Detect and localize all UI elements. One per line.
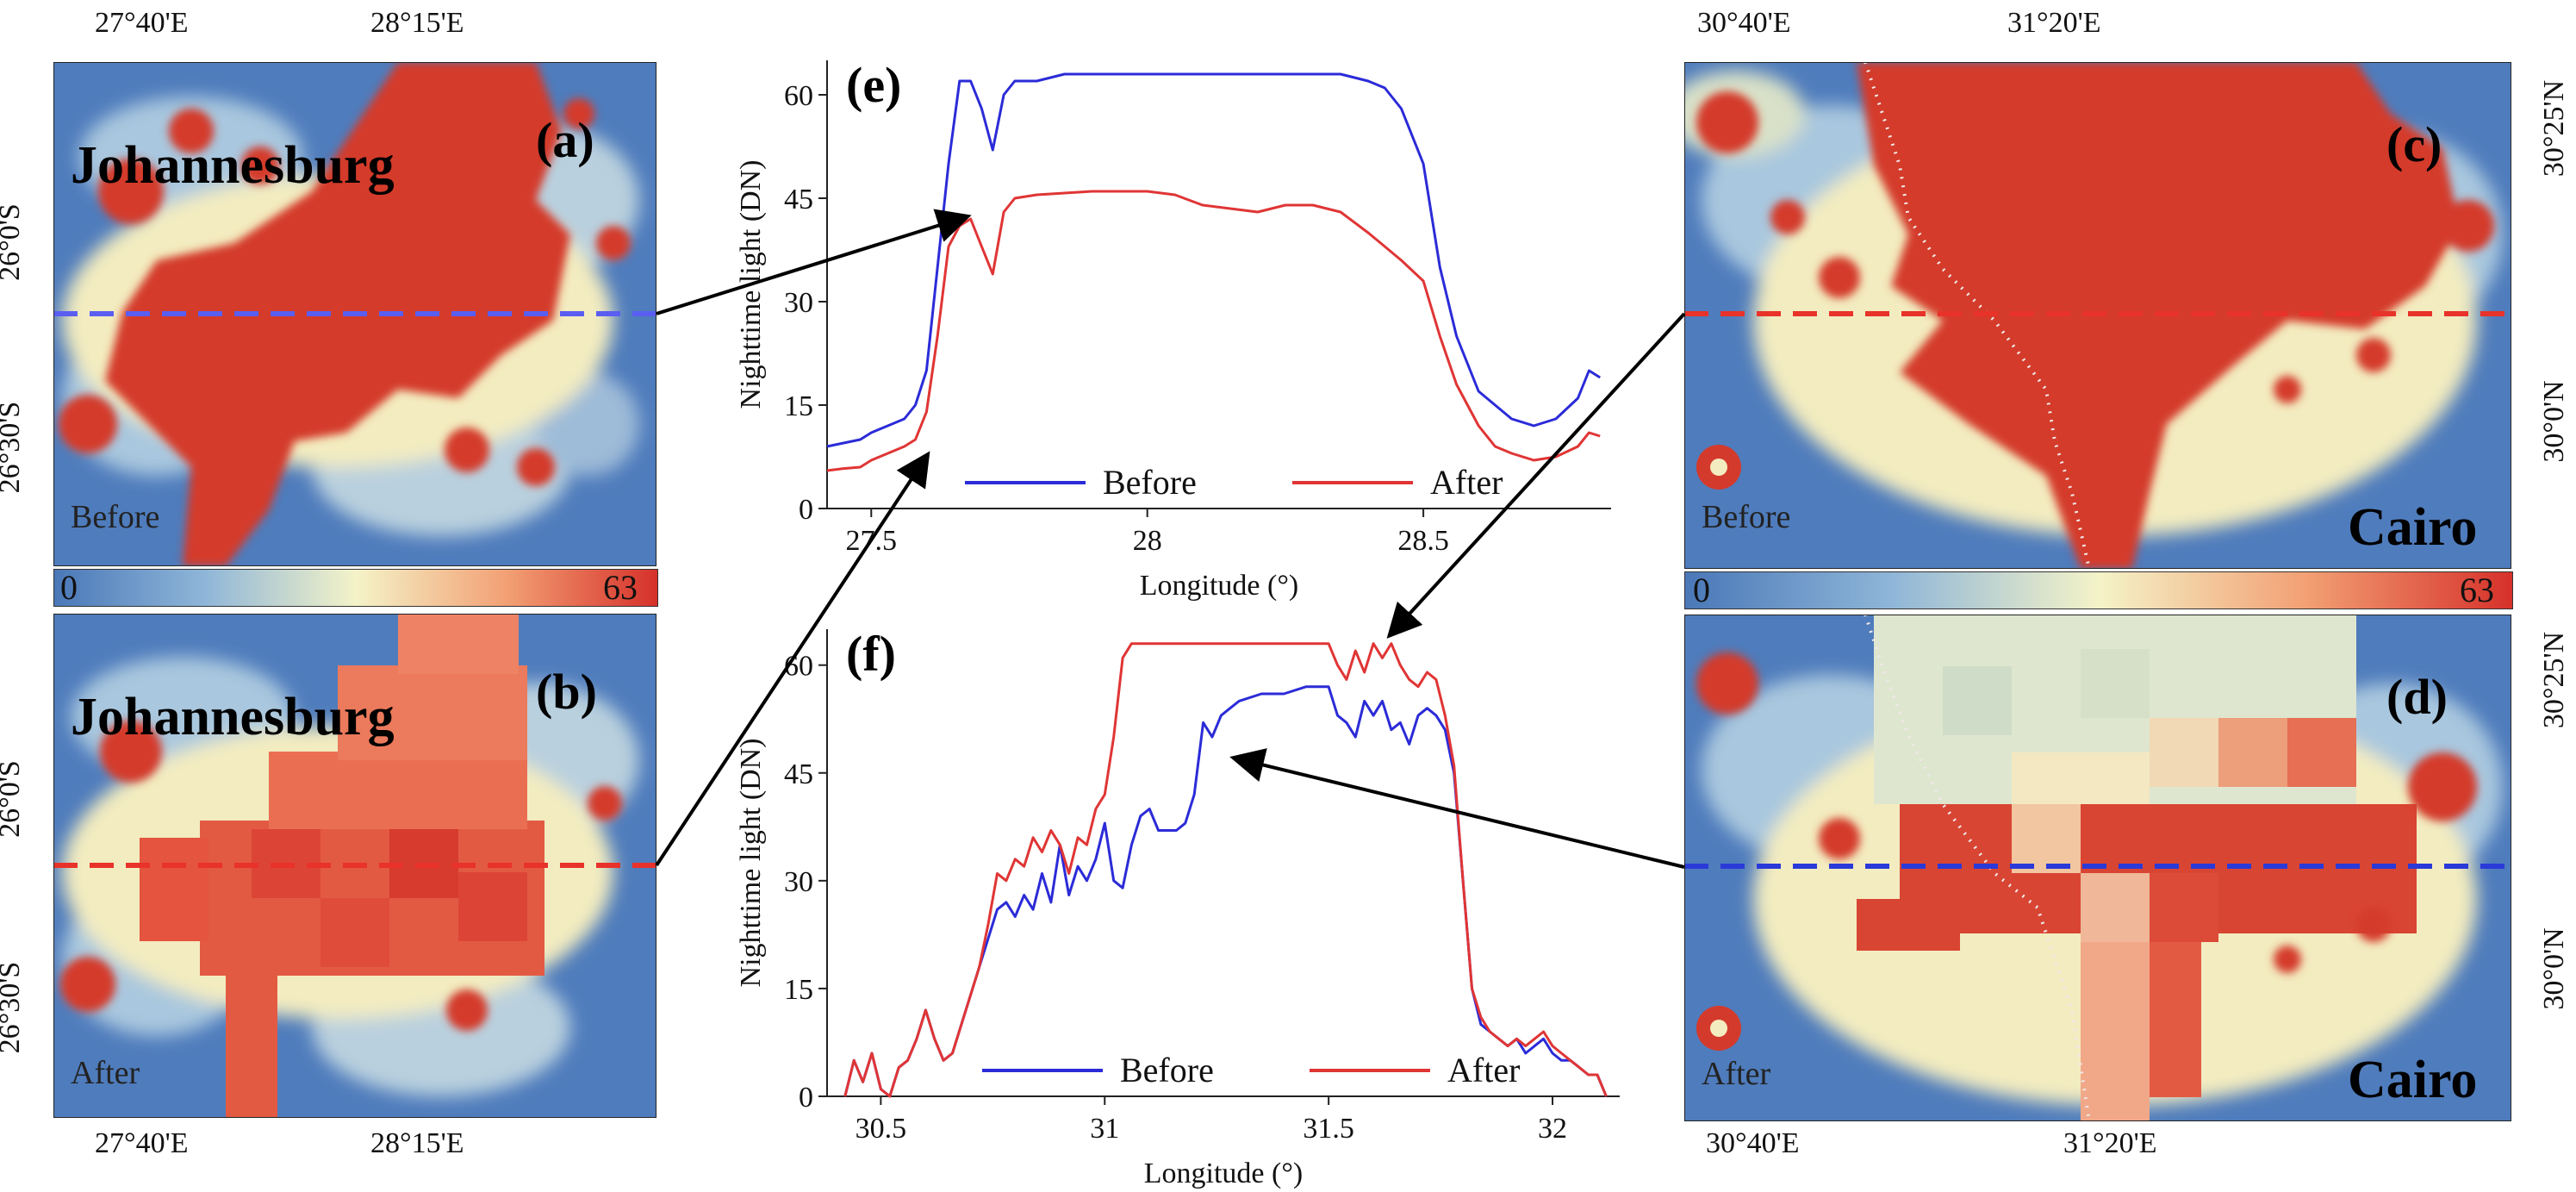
map-b-city: Johannesburg [71,688,395,746]
map-d-right-tick-2: 30°0'N [2538,927,2570,1010]
map-a-state: Before [71,499,159,535]
map-d-bottom-tick-2: 31°20'E [2063,1127,2157,1159]
legend-label-after: After [1447,1051,1520,1089]
map-a-top-tick-1: 27°40'E [95,7,189,39]
map-d-bottom-tick-1: 30°40'E [1706,1127,1800,1159]
y-tick-label: 60 [784,651,813,683]
legend-label-before: Before [1120,1051,1214,1089]
x-tick-label: 32 [1538,1113,1567,1145]
map-c-right-tick-1: 30°25'N [2538,79,2570,178]
colorbar-right-min: 0 [1693,571,1710,609]
x-axis-label: Longitude (°) [1144,1158,1304,1189]
colorbar-left-max: 63 [603,568,638,607]
map-b-label: (b) [536,664,597,720]
y-axis-label: Nighttime light (DN) [735,739,767,988]
map-d: (d) Cairo After [1684,615,2511,1121]
colorbar-right [1684,571,2513,609]
map-a-top-tick-2: 28°15'E [370,7,464,39]
colorbar-left [53,569,658,607]
map-c-top-tick-1: 30°40'E [1697,7,1791,39]
map-b-bottom-tick-2: 28°15'E [370,1127,464,1159]
map-d-state: After [1702,1056,1771,1092]
y-tick-label: 45 [784,184,813,215]
map-b-left-tick-2: 26°30'S [0,961,26,1054]
map-c: (c) Cairo Before [1684,62,2511,569]
chart-e: 0 15 30 45 60 27.5 28 28.5 Before After (e) Longitu… [735,57,1611,602]
x-tick-label: 27.5 [846,525,898,557]
map-b-bottom-tick-1: 27°40'E [95,1127,189,1159]
map-c-label: (c) [2386,116,2442,172]
colorbar-left-min: 0 [60,568,78,607]
y-tick-label: 0 [799,494,813,526]
x-tick-label: 28.5 [1397,525,1449,557]
map-a-left-tick-1: 26°0'S [0,203,26,281]
map-c-city: Cairo [2348,498,2477,557]
map-c-state: Before [1702,499,1790,535]
map-a-city: Johannesburg [71,136,395,195]
y-tick-label: 60 [784,80,813,112]
series-line-before [826,72,1601,448]
map-b-left-tick-1: 26°0'S [0,760,26,838]
legend-label-after: After [1430,463,1503,502]
x-tick-label: 31 [1090,1113,1119,1145]
y-tick-label: 0 [799,1082,813,1114]
y-axis-label: Nighttime light (DN) [735,160,767,409]
panel-label: (e) [846,57,901,113]
series-line-after [826,190,1601,472]
map-a-urban-core [59,62,631,566]
y-tick-label: 30 [784,287,813,319]
chart-f: 0 15 30 45 60 30.5 31 31.5 32 Before After (f) Longi… [735,626,1620,1189]
map-b-state: After [71,1055,140,1091]
colorbar-right-max: 63 [2460,571,2494,609]
x-tick-label: 31.5 [1303,1113,1354,1145]
map-d-label: (d) [2386,669,2448,725]
y-tick-label: 15 [784,974,813,1006]
x-axis-label: Longitude (°) [1140,570,1299,602]
map-d-upsampled-blocks [1857,615,2417,1121]
map-c-top-tick-2: 31°20'E [2007,7,2101,39]
x-tick-label: 30.5 [856,1113,907,1145]
y-tick-label: 45 [784,758,813,790]
legend-label-before: Before [1103,463,1197,502]
map-d-right-tick-1: 30°25'N [2538,631,2570,729]
map-d-city: Cairo [2348,1051,2477,1109]
map-a-left-tick-2: 26°30'S [0,401,26,494]
map-b: Johannesburg (b) After [53,614,656,1118]
x-tick-label: 28 [1133,525,1162,557]
map-a: Johannesburg (a) Before [53,62,656,566]
panel-label: (f) [846,626,896,682]
series-line-after [843,642,1608,1098]
map-a-label: (a) [536,112,594,168]
map-c-right-tick-2: 30°0'N [2538,380,2570,463]
y-tick-label: 30 [784,866,813,898]
map-b-urban-blocks [140,614,544,1118]
y-tick-label: 15 [784,390,813,422]
